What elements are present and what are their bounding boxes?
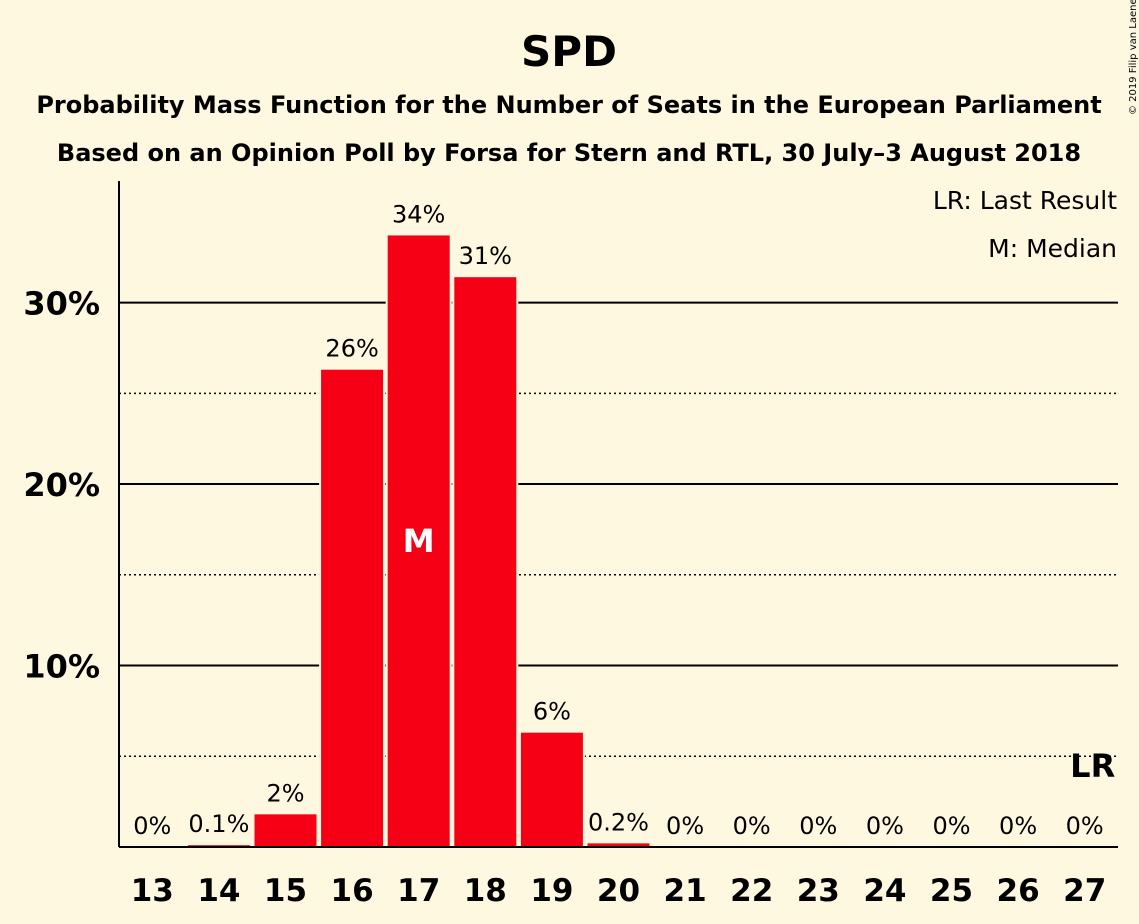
bar-seats-18 <box>454 277 517 848</box>
data-label-seats-25: 0% <box>932 812 970 840</box>
data-label-seats-14: 0.1% <box>188 810 249 838</box>
data-label-seats-13: 0% <box>133 812 171 840</box>
y-tick-label: 20% <box>23 466 100 504</box>
x-tick-label-23: 23 <box>797 873 840 909</box>
chart-subtitle-line-1: Probability Mass Function for the Number… <box>36 91 1101 119</box>
bars <box>185 233 652 848</box>
x-tick-label-20: 20 <box>597 873 640 909</box>
chart-subtitle-line-2: Based on an Opinion Poll by Forsa for St… <box>57 139 1081 167</box>
median-marker: M <box>403 522 435 560</box>
data-label-seats-19: 6% <box>533 698 571 726</box>
x-tick-label-24: 24 <box>863 873 906 909</box>
data-label-seats-27: 0% <box>1066 812 1104 840</box>
copyright-note: © 2019 Filip van Laenen <box>1128 0 1139 115</box>
x-tick-label-26: 26 <box>997 873 1040 909</box>
x-tick-label-25: 25 <box>930 873 973 909</box>
x-tick-label-16: 16 <box>331 873 374 909</box>
data-label-seats-18: 31% <box>459 242 512 270</box>
x-tick-label-14: 14 <box>197 873 240 909</box>
data-label-seats-17: 34% <box>392 200 445 228</box>
x-tick-label-27: 27 <box>1063 873 1106 909</box>
x-tick-label-22: 22 <box>730 873 773 909</box>
grid-lines <box>119 301 1118 758</box>
y-tick-label: 30% <box>23 285 100 323</box>
last-result-marker: LR <box>1070 747 1115 785</box>
y-tick-labels: 10% 20% 30% <box>23 285 100 686</box>
x-tick-label-19: 19 <box>530 873 573 909</box>
data-label-seats-15: 2% <box>266 779 304 807</box>
data-label-seats-24: 0% <box>866 812 904 840</box>
bar-seats-17 <box>387 235 450 848</box>
x-tick-label-21: 21 <box>664 873 707 909</box>
data-label-seats-22: 0% <box>733 812 771 840</box>
data-label-seats-20: 0.2% <box>588 808 649 836</box>
x-tick-label-15: 15 <box>264 873 307 909</box>
data-label-seats-26: 0% <box>999 812 1037 840</box>
legend-median: M: Median <box>988 234 1117 263</box>
chart-title: SPD <box>521 27 617 76</box>
data-labels: 0% 0.1% 2% 26% 34% M 31% 6% 0.2% 0% 0% 0% 0% 0% 0% 0% LR <box>133 200 1115 840</box>
x-tick-label-17: 17 <box>397 873 440 909</box>
x-tick-label-13: 13 <box>131 873 174 909</box>
bar-gap <box>185 843 252 847</box>
x-tick-label-18: 18 <box>464 873 507 909</box>
data-label-seats-23: 0% <box>799 812 837 840</box>
y-tick-label: 10% <box>23 648 100 686</box>
bar-seats-16 <box>321 369 384 847</box>
data-label-seats-21: 0% <box>666 812 704 840</box>
data-label-seats-16: 26% <box>325 335 378 363</box>
bar-seats-19 <box>520 732 583 847</box>
legend-last-result: LR: Last Result <box>933 186 1117 215</box>
x-tick-labels: 13 14 15 16 17 18 19 20 21 22 23 24 25 26 27 <box>131 873 1107 909</box>
bar-seats-20 <box>587 843 650 847</box>
bar-seats-15 <box>254 814 317 847</box>
